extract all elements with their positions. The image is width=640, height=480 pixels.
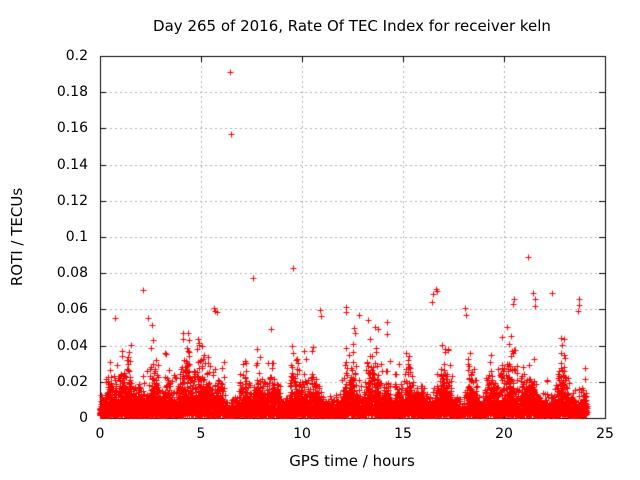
y-tick-label: 0 [79,410,88,426]
x-tick-label: 0 [95,426,105,442]
y-tick-label: 0.18 [56,84,88,101]
y-tick-label: 0.04 [56,337,88,354]
x-tick-label: 25 [596,426,614,442]
chart-title: Day 265 of 2016, Rate Of TEC Index for r… [153,17,551,35]
y-tick-label: 0.02 [56,373,88,390]
x-tick-label: 10 [293,426,311,442]
x-tick-label: 20 [495,426,513,442]
y-tick-label: 0.06 [56,301,88,318]
x-tick-label: 5 [196,426,206,442]
y-tick-label: 0.14 [56,156,88,173]
y-tick-label: 0.16 [56,120,88,137]
y-tick-label: 0.2 [65,48,88,64]
y-tick-label: 0.12 [56,192,88,209]
x-axis-label: GPS time / hours [289,452,415,470]
y-tick-label: 0.08 [56,265,88,282]
y-tick-label: 0.1 [65,229,88,245]
x-tick-label: 15 [394,426,412,442]
